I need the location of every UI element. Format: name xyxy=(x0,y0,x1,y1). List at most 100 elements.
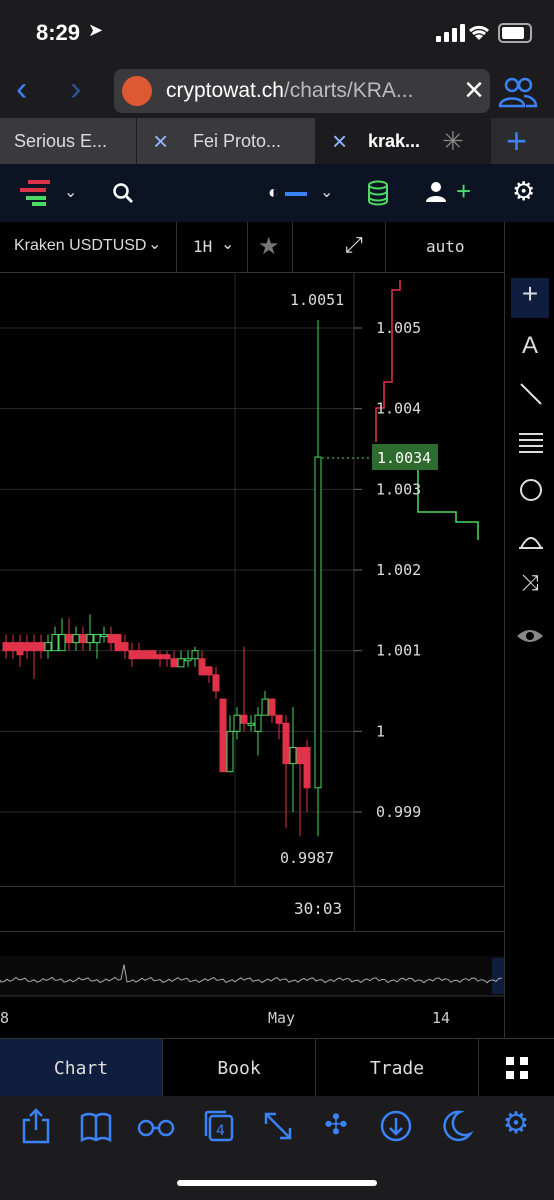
price-tick-label: 0.999 xyxy=(376,803,421,821)
tab-bar: Serious E... × Fei Proto... × krak... ✳ … xyxy=(0,118,554,164)
coins-stack-icon[interactable] xyxy=(366,180,390,206)
candle-down xyxy=(79,634,87,644)
candle-down xyxy=(170,658,178,668)
share-icon[interactable] xyxy=(16,1106,56,1146)
candle-up xyxy=(100,634,108,638)
candle-up xyxy=(72,634,80,644)
close-tab-icon[interactable]: × xyxy=(153,126,169,156)
extensions-icon[interactable]: ✣ xyxy=(324,1109,348,1140)
svg-text:4: 4 xyxy=(216,1123,225,1139)
address-bar[interactable]: cryptowat.ch/charts/KRA... × xyxy=(114,69,490,113)
browser-url-row: ‹ › cryptowat.ch/charts/KRA... × xyxy=(0,66,554,118)
new-tab-button[interactable]: + xyxy=(506,120,528,161)
star-icon: ★ xyxy=(258,233,280,260)
date-label: 14 xyxy=(432,1009,450,1027)
status-time: 8:29 xyxy=(36,20,81,45)
candlestick-chart[interactable]: 1.005 1.004 1.003 1.002 1.001 1 0.999 1.0051 0… xyxy=(0,272,504,886)
chevron-down-icon[interactable]: ⌄ xyxy=(64,184,78,201)
forward-button[interactable]: › xyxy=(70,70,82,108)
move-tool[interactable]: ⤨ xyxy=(521,570,539,595)
close-tab-icon[interactable]: × xyxy=(332,126,348,156)
price-tick-label: 1.003 xyxy=(376,480,421,498)
add-account-icon[interactable]: + xyxy=(456,176,472,206)
tabs-icon[interactable]: 4 xyxy=(198,1106,238,1146)
line-tool-icon[interactable] xyxy=(517,380,545,408)
candle-down xyxy=(121,642,129,652)
candle-down xyxy=(16,642,24,656)
location-arrow-icon: ➤ xyxy=(88,20,104,40)
app-header: ⌄ ◐ ⌄ + ⚙ xyxy=(0,164,554,222)
candle-up xyxy=(261,698,269,716)
current-price-tag: 1.0034 xyxy=(322,444,438,470)
candle-down xyxy=(156,654,164,660)
candle-down xyxy=(9,642,17,652)
cellular-signal-icon xyxy=(436,24,465,42)
bid-depth-line xyxy=(412,467,479,540)
theme-toggle[interactable]: ◐ xyxy=(268,182,308,203)
cryptowatch-logo-icon[interactable] xyxy=(20,178,52,206)
candle-down xyxy=(275,714,283,724)
drawing-tools: + A ⤨ xyxy=(504,272,554,1038)
users-icon[interactable] xyxy=(498,76,538,108)
loading-spinner-icon: ✳ xyxy=(442,126,464,156)
tab-trade[interactable]: Trade xyxy=(316,1039,479,1097)
candle-down xyxy=(30,642,38,652)
horizontal-lines-tool-icon[interactable] xyxy=(517,428,545,456)
gear-icon[interactable]: ⚙ xyxy=(512,176,536,206)
candle-up xyxy=(93,634,101,644)
candle-down xyxy=(142,650,150,660)
range-navigator[interactable]: 8 May 14 xyxy=(0,956,504,1038)
status-bar: 8:29 ➤ xyxy=(0,0,554,66)
account-icon[interactable] xyxy=(424,180,448,204)
eye-icon[interactable] xyxy=(515,626,545,646)
tab-kraken[interactable]: × krak... ✳ xyxy=(316,118,491,164)
reading-list-icon[interactable] xyxy=(136,1106,176,1146)
chart-grid xyxy=(0,272,355,886)
candle-up xyxy=(86,634,94,644)
chevron-down-icon[interactable]: ⌄ xyxy=(320,184,334,201)
candle-up xyxy=(289,746,297,765)
candle-up xyxy=(233,714,241,732)
candle-down xyxy=(205,666,213,676)
tab-fei-protocol[interactable]: × Fei Proto... xyxy=(137,118,316,164)
clear-url-icon[interactable]: × xyxy=(464,71,484,109)
favorite-button[interactable]: ★ xyxy=(248,222,293,272)
candle-up xyxy=(44,642,52,652)
candle-down xyxy=(65,634,73,644)
time-axis: 30:03 xyxy=(0,886,504,932)
url-text: cryptowat.ch/charts/KRA... xyxy=(166,79,414,102)
moon-icon[interactable] xyxy=(436,1106,476,1146)
interval-selector[interactable]: 1H ⌄ xyxy=(177,222,248,272)
scale-selector[interactable]: auto xyxy=(386,222,505,272)
download-icon[interactable] xyxy=(376,1106,416,1146)
candle-down xyxy=(240,714,248,724)
tab-serious[interactable]: Serious E... xyxy=(0,118,137,164)
price-axis: 1.005 1.004 1.003 1.002 1.001 1 0.999 xyxy=(354,319,421,821)
candle-down xyxy=(2,642,10,652)
tab-chart[interactable]: Chart xyxy=(0,1039,163,1097)
settings-icon[interactable]: ⚙ xyxy=(502,1107,530,1140)
measure-tool-icon[interactable] xyxy=(517,524,545,552)
fullscreen-button[interactable]: ⤢ xyxy=(293,222,386,272)
price-tick-label: 1.005 xyxy=(376,319,421,337)
candle-down xyxy=(114,634,122,652)
back-button[interactable]: ‹ xyxy=(16,70,28,108)
candle-down xyxy=(282,722,290,765)
grid-menu-icon[interactable] xyxy=(506,1057,528,1079)
candle-down xyxy=(149,650,157,660)
market-selector[interactable]: Kraken USDTUSD ⌄ xyxy=(0,222,177,272)
search-icon[interactable] xyxy=(112,182,134,204)
resize-icon[interactable] xyxy=(258,1106,298,1146)
circle-tool-icon[interactable] xyxy=(517,476,545,504)
candle-up xyxy=(254,714,262,732)
duckduckgo-icon xyxy=(122,76,152,106)
moon-icon: ◐ xyxy=(268,182,279,202)
text-tool[interactable]: A xyxy=(521,332,538,359)
price-tick-label: 1.001 xyxy=(376,642,421,660)
candle-up xyxy=(314,456,322,789)
bookmarks-icon[interactable] xyxy=(76,1106,116,1146)
tab-book[interactable]: Book xyxy=(163,1039,316,1097)
candles xyxy=(2,319,322,837)
crosshair-tool[interactable]: + xyxy=(511,278,549,318)
candle-up xyxy=(191,650,199,660)
